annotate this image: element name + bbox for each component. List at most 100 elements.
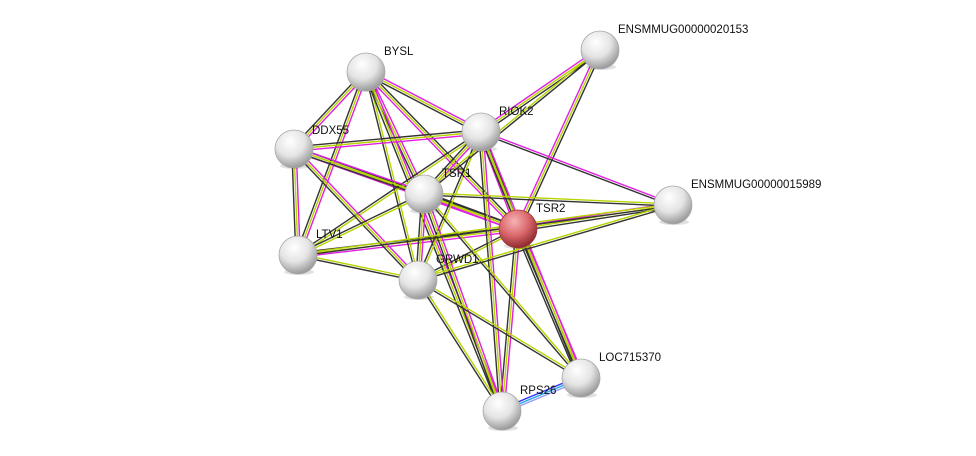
edge-TSR1-E20153[interactable] [422,48,602,196]
edge-TSR1-LOC715370[interactable] [422,192,583,380]
node-label: GRWD1 [436,254,479,266]
edge-line [365,71,519,230]
edge-line [295,147,421,279]
edge-LTV1-E15989[interactable] [297,203,674,257]
edge-line [424,50,602,196]
edge-BYSL-LTV1[interactable] [295,70,369,257]
edge-RIOK2-E20153[interactable] [479,47,602,135]
edge-DDX55-GRWD1[interactable] [291,147,421,282]
node-label: ENSMMUG00000015989 [691,179,821,191]
edge-BYSL-RIOK2[interactable] [364,69,483,135]
edge-line [418,279,504,411]
node-sphere[interactable] [482,391,522,431]
node-LOC715370[interactable]: LOC715370 [561,352,661,398]
edge-TSR1-E15989[interactable] [423,192,674,207]
node-BYSL[interactable]: BYSL [346,46,414,92]
edge-line [480,131,582,379]
edge-line [482,131,505,411]
edge-line [293,148,425,195]
node-GRWD1[interactable]: GRWD1 [398,254,479,300]
node-TSR2[interactable]: TSR2 [498,203,565,249]
edge-RIOK2-LTV1[interactable] [296,130,483,257]
edge-TSR1-RPS26[interactable] [421,193,505,412]
edge-line [481,51,602,135]
edge-TSR2-LOC715370[interactable] [514,227,585,380]
edge-line [297,255,418,282]
node-label: RPS26 [520,385,556,397]
node-RIOK2[interactable]: RIOK2 [461,106,534,152]
node-E20153[interactable]: ENSMMUG00000020153 [580,24,748,70]
edge-line [418,278,582,378]
edge-line [501,228,519,412]
node-label: LOC715370 [599,352,661,364]
edge-line [293,129,481,148]
edge-line [479,47,600,131]
edge-line [423,194,673,207]
edge-line [363,72,501,413]
edge-line [363,73,517,232]
edge-line [294,133,482,152]
edge-line [482,130,584,378]
edge-line [295,70,365,255]
node-sphere[interactable] [278,235,318,275]
edge-GRWD1-LOC715370[interactable] [417,278,582,380]
edge-RIOK2-E15989[interactable] [480,130,674,207]
edge-line [421,194,501,412]
edge-RIOK2-LOC715370[interactable] [478,130,584,380]
node-sphere[interactable] [653,185,693,225]
node-sphere[interactable] [398,260,438,300]
edge-RIOK2-DDX55[interactable] [293,129,482,152]
edge-line [365,71,425,195]
edge-line [364,72,418,281]
edge-line [424,192,583,378]
edge-line [514,230,579,380]
node-sphere[interactable] [404,174,444,214]
node-DDX55[interactable]: DDX55 [274,125,349,169]
edge-line [481,130,674,205]
edge-line [291,150,417,282]
edge-GRWD1-RPS26[interactable] [416,279,504,412]
edge-TSR2-BYSL[interactable] [363,69,521,232]
node-E15989[interactable]: ENSMMUG00000015989 [653,179,821,225]
edge-line [299,72,369,257]
node-RPS26[interactable]: RPS26 [482,385,556,431]
edge-LTV1-GRWD1[interactable] [297,253,419,282]
edge-line [293,150,424,197]
node-label: LTV1 [316,229,343,241]
edge-line [417,203,673,280]
edge-DDX55-TSR1[interactable] [293,146,425,197]
node-sphere[interactable] [561,358,601,398]
node-sphere[interactable] [461,112,501,152]
edge-line [365,71,482,133]
edge-line [418,205,674,282]
node-label: ENSMMUG00000020153 [618,24,748,36]
edge-TSR1-LTV1[interactable] [297,192,425,257]
node-label: BYSL [384,46,414,58]
node-label: TSR2 [536,203,565,215]
edge-line [298,132,483,257]
edge-line [294,146,425,193]
node-sphere[interactable] [580,30,620,70]
node-sphere[interactable] [498,209,538,249]
edge-line [297,203,673,255]
edge-line [416,280,502,412]
edge-line [503,229,521,412]
node-label: RIOK2 [499,106,534,118]
node-sphere[interactable] [346,52,386,92]
edge-line [366,71,420,280]
node-TSR1[interactable]: TSR1 [404,168,471,214]
edge-line [298,253,419,280]
node-LTV1[interactable]: LTV1 [278,229,343,275]
edge-line [367,70,427,194]
edge-line [423,193,503,412]
edge-BYSL-GRWD1[interactable] [364,71,420,281]
node-sphere[interactable] [274,129,314,169]
edge-line [296,130,481,255]
edge-line [422,194,581,380]
edge-line [480,132,673,207]
nodes: BYSL ENSMMUG00000020153 RIOK2 DDX55 TSR1 ENSM… [274,24,821,431]
edge-line [480,49,601,133]
edge-GRWD1-E15989[interactable] [417,203,674,282]
